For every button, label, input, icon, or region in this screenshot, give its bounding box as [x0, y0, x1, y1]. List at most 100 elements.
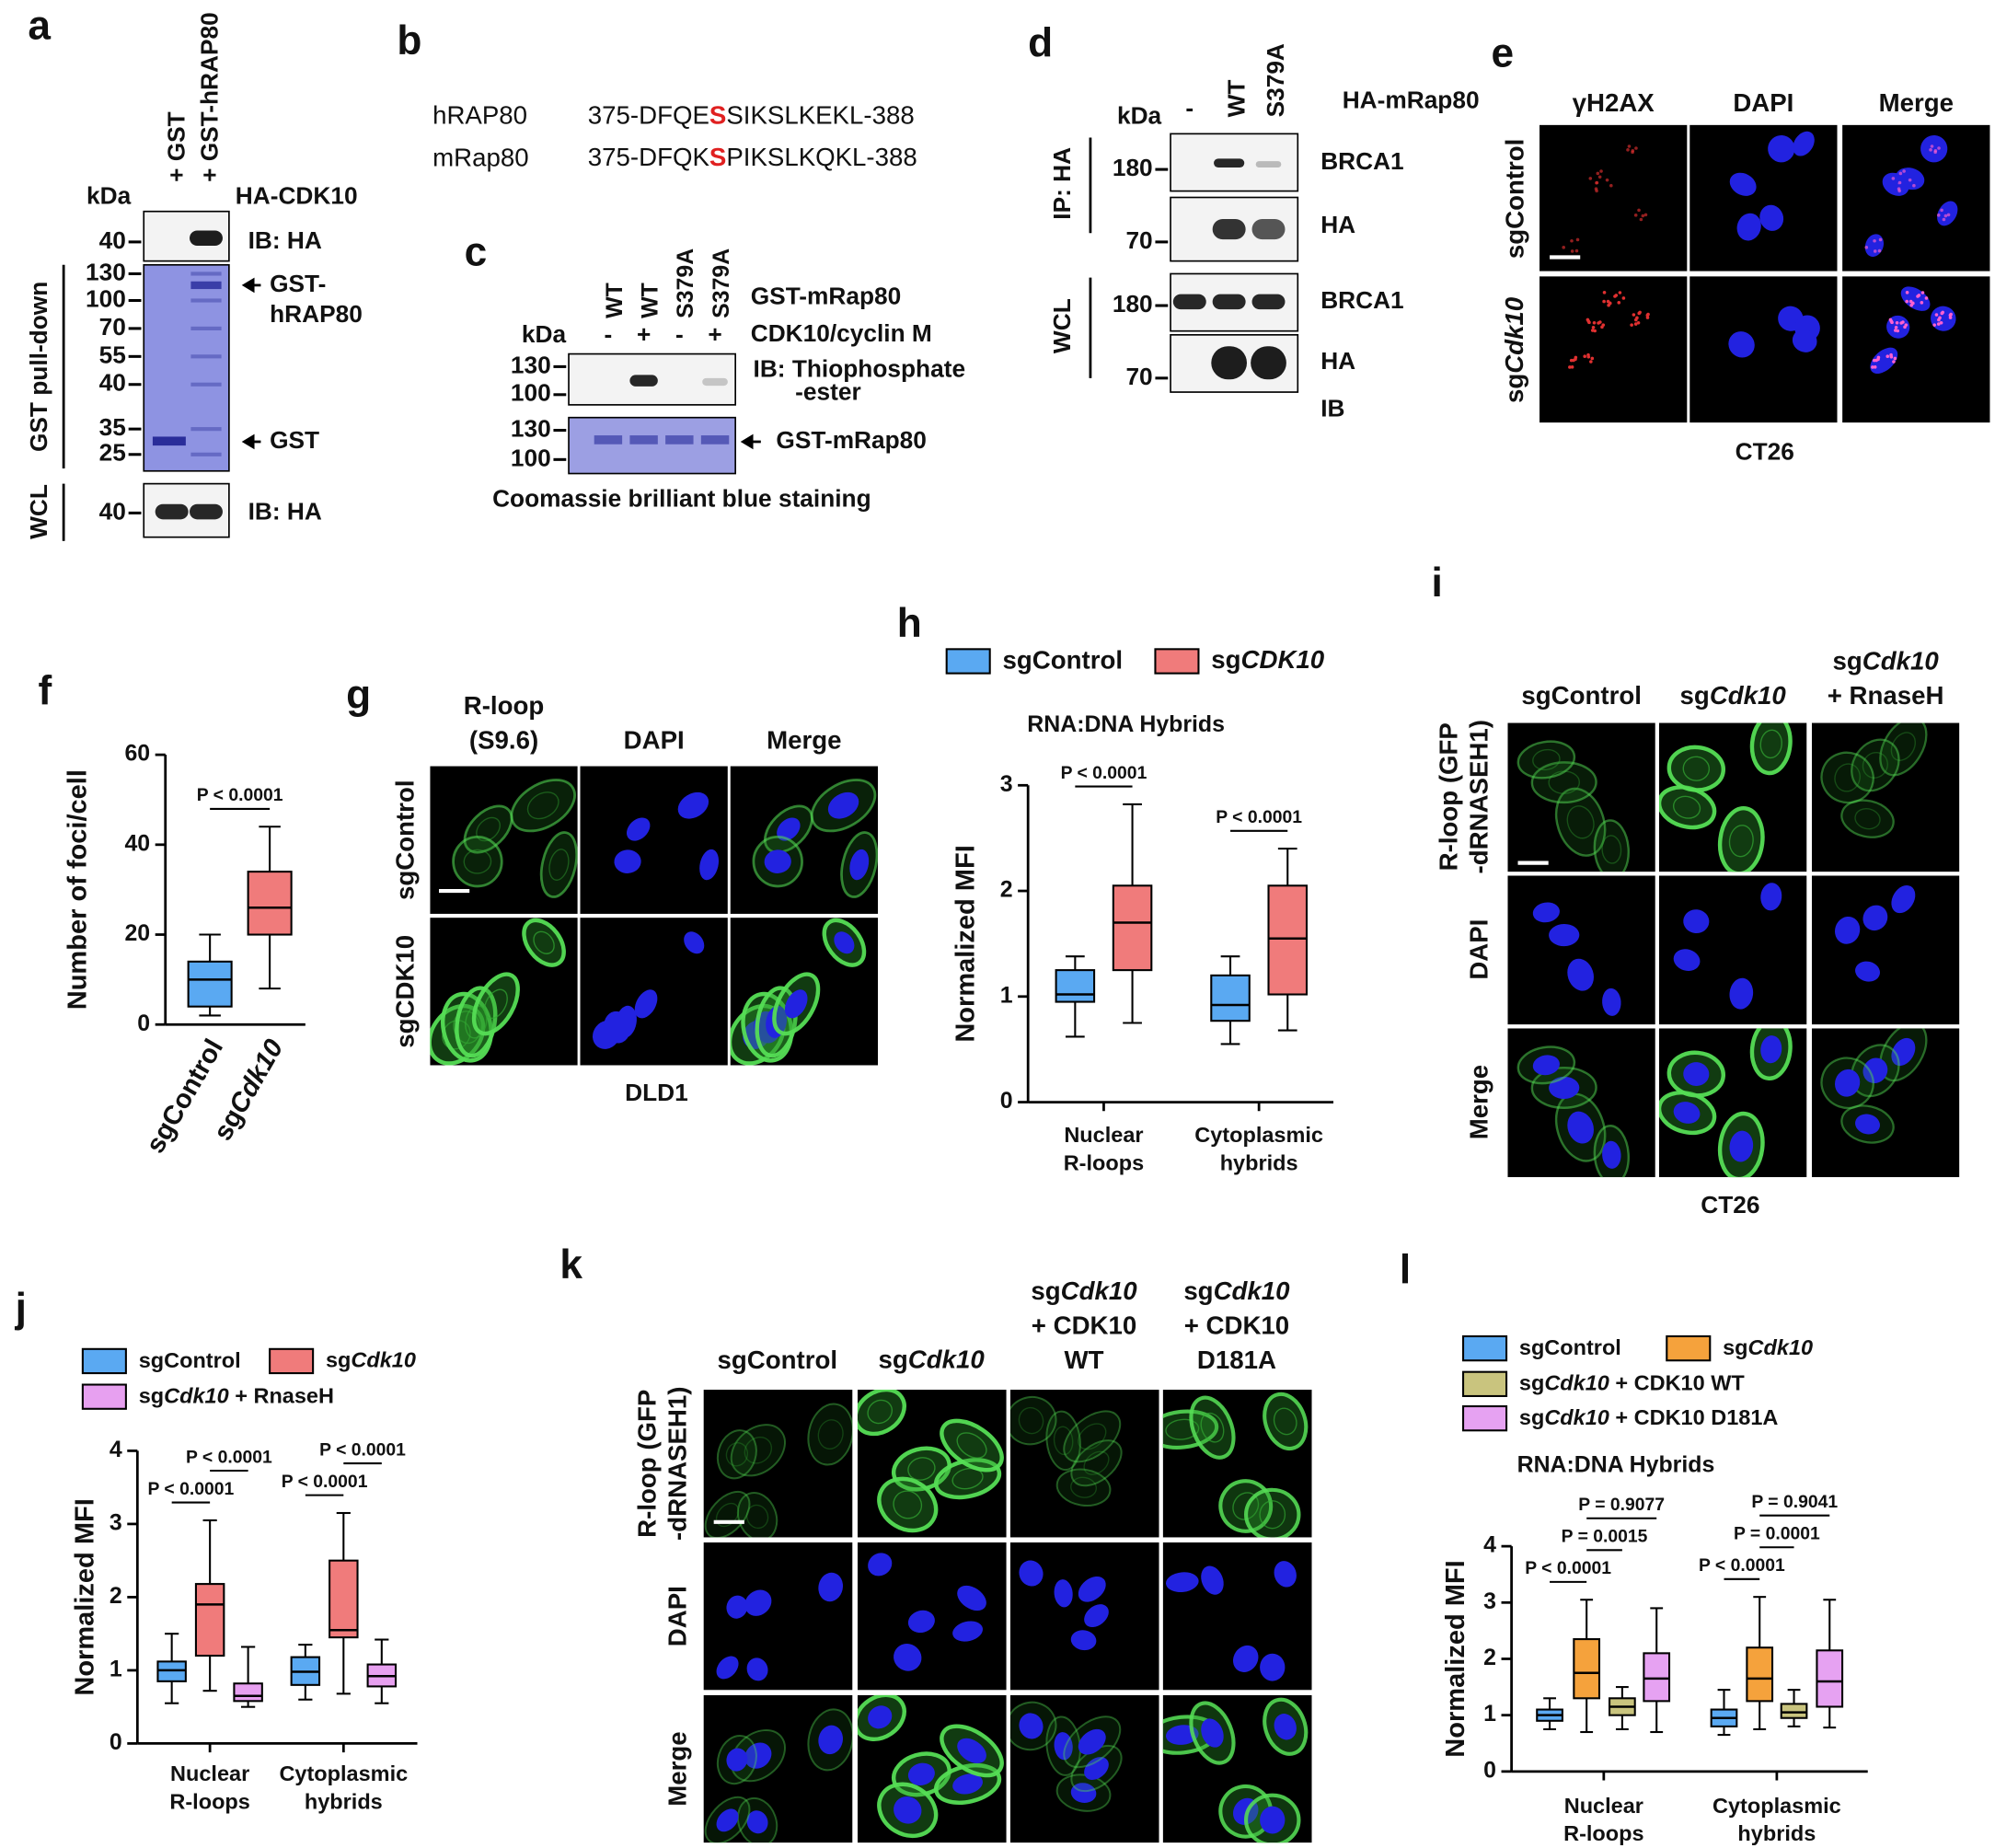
gel-band	[190, 281, 222, 290]
band	[190, 230, 223, 247]
focus	[1643, 213, 1648, 217]
nucleus	[1729, 172, 1757, 196]
focus	[1583, 354, 1586, 359]
y-tick-label: 0	[137, 1011, 150, 1036]
focus	[1905, 291, 1909, 295]
nucleus	[1683, 909, 1710, 934]
focus	[1873, 365, 1877, 369]
focus	[1574, 248, 1579, 253]
box	[233, 1682, 263, 1703]
focus	[1899, 321, 1903, 325]
focus	[1892, 360, 1896, 364]
focus	[1617, 301, 1621, 305]
nucleus	[818, 1725, 843, 1755]
cell	[452, 835, 503, 888]
p-value: P = 0.0015	[1562, 1527, 1648, 1547]
label: HA-mRap80	[1343, 87, 1480, 114]
cell	[1009, 1395, 1057, 1446]
nucleus	[1855, 961, 1880, 982]
legend-label: sgControl	[1519, 1335, 1621, 1359]
nucleus	[1165, 1572, 1199, 1593]
panel-letter: d	[1028, 21, 1053, 66]
label: sgControl	[391, 780, 420, 900]
focus	[1937, 146, 1941, 150]
nucleus	[868, 1705, 893, 1729]
micrograph-bg	[1162, 1390, 1312, 1538]
nucleus	[677, 791, 709, 819]
nucleus	[952, 1621, 983, 1642]
nucleus	[1567, 958, 1594, 991]
cell	[1263, 1392, 1309, 1451]
legend-label: sgCdk10	[326, 1348, 416, 1372]
nucleus-outline	[1548, 770, 1581, 794]
label: S379A	[709, 248, 734, 318]
nucleus-outline	[1673, 795, 1701, 819]
focus	[1889, 319, 1894, 323]
focus	[1936, 214, 1941, 217]
cell	[877, 1476, 939, 1533]
cell	[1055, 1468, 1112, 1507]
label: WCL	[25, 484, 52, 539]
x-tick-label: R-loops	[169, 1790, 249, 1814]
focus	[1605, 178, 1609, 182]
cell	[1851, 738, 1900, 792]
micrograph-bg	[1811, 1028, 1960, 1178]
micrograph-bg	[1507, 1028, 1655, 1178]
nucleus-outline	[1232, 1492, 1260, 1520]
legend-swatch	[1462, 1370, 1508, 1398]
focus	[1920, 301, 1924, 305]
label: S379A	[1262, 43, 1289, 117]
focus	[1936, 322, 1941, 326]
focus	[1946, 213, 1951, 217]
micrograph	[730, 766, 879, 914]
focus	[1895, 320, 1899, 325]
label: IB: HA	[248, 226, 322, 254]
focus	[1645, 316, 1650, 319]
panel-letter: b	[397, 18, 421, 64]
label: 130	[86, 258, 126, 285]
label: HA	[1320, 211, 1355, 238]
label: D181A	[1197, 1346, 1276, 1374]
focus	[1618, 291, 1622, 295]
nucleus	[1759, 204, 1784, 231]
focus	[1597, 321, 1600, 325]
gel-band	[190, 452, 222, 456]
x-tick-label: R-loops	[1563, 1821, 1643, 1845]
focus	[1634, 146, 1638, 150]
focus	[1878, 237, 1883, 242]
micrograph-bg	[1689, 124, 1838, 271]
micrograph	[1539, 124, 1688, 271]
focus	[1871, 365, 1874, 369]
focus	[1586, 319, 1591, 323]
nucleus	[1683, 1062, 1710, 1086]
nucleus	[1673, 949, 1701, 971]
gel-band	[190, 298, 222, 303]
cell	[1530, 761, 1597, 804]
label: GST-mRap80	[776, 426, 926, 454]
focus	[1893, 356, 1897, 361]
cell	[704, 1490, 751, 1538]
p-value: P = 0.9077	[1578, 1495, 1665, 1515]
focus	[1574, 357, 1577, 362]
label: CT26	[1701, 1191, 1759, 1219]
focus	[1902, 169, 1906, 173]
micrograph	[1009, 1542, 1159, 1691]
focus	[1601, 323, 1606, 327]
box	[1746, 1646, 1774, 1703]
focus	[1599, 169, 1603, 173]
micrograph	[1811, 1028, 1960, 1178]
y-tick-label: 4	[1483, 1532, 1496, 1558]
label: 375-DFQESSIKSLKEKL-388	[588, 101, 915, 130]
y-tick-label: 2	[110, 1583, 122, 1609]
micrograph	[1689, 124, 1838, 271]
label: + RnaseH	[1828, 681, 1944, 710]
label: HA	[1320, 347, 1355, 375]
label: 35	[99, 413, 126, 441]
nucleus	[1931, 306, 1956, 331]
focus	[1891, 177, 1896, 180]
focus	[1636, 321, 1641, 325]
band	[702, 377, 728, 387]
focus	[1602, 299, 1606, 304]
nucleus	[1736, 213, 1761, 241]
